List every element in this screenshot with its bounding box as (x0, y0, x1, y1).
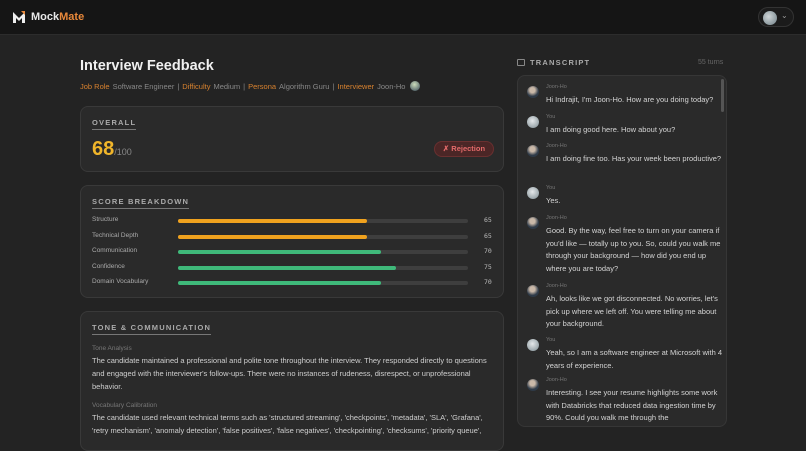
score-value: 75 (484, 262, 492, 271)
avatar (527, 86, 539, 98)
score-row: Structure 65 (92, 216, 502, 226)
score-value: 70 (484, 247, 492, 255)
meta-value: Medium (213, 81, 241, 91)
message-text: Yes. (546, 196, 561, 205)
score-label: Communication (92, 247, 138, 254)
message-text: Yeah, so I am a software engineer at Mic… (546, 348, 723, 370)
score-row: Domain Vocabulary 70 (92, 278, 502, 288)
speaker-name: You (546, 337, 556, 343)
overall-score: 68/100 (92, 138, 132, 160)
speaker-name: Joon-Ho (546, 143, 567, 149)
score-bar (178, 219, 367, 223)
avatar (527, 217, 539, 229)
speaker-name: Joon-Ho (546, 377, 567, 383)
user-menu-button[interactable]: ⌄ (758, 7, 794, 27)
score-label: Technical Depth (92, 231, 139, 239)
avatar (527, 339, 539, 351)
meta-value: Algorithm Guru (279, 81, 330, 91)
score-track (178, 234, 468, 239)
score-label: Confidence (92, 262, 125, 270)
interview-meta: Job Role Software Engineer | Difficulty Med… (80, 81, 421, 91)
tone-analysis-label: Tone Analysis (92, 345, 132, 352)
overall-card: OVERALL 68/100 ✗ Rejection (80, 106, 504, 172)
verdict-badge: ✗ Rejection (434, 141, 494, 157)
avatar (527, 116, 539, 128)
transcript-icon (517, 59, 525, 66)
transcript-header: TRANSCRIPT (517, 58, 590, 67)
transcript-panel[interactable]: Joon-Ho Hi Indrajit, I'm Joon-Ho. How are… (517, 75, 727, 427)
avatar (527, 285, 539, 297)
tone-analysis-text: The candidate maintained a professional … (92, 356, 487, 391)
message-text: I am doing good here. How about you? (546, 125, 676, 134)
score-value: 65 (484, 216, 492, 224)
speaker-name: You (546, 185, 556, 191)
section-title: SCORE BREAKDOWN (92, 197, 190, 209)
message-text: I am doing fine too. Has your week been … (546, 154, 722, 163)
speaker-name: Joon-Ho (546, 283, 567, 289)
message-text: Good. By the way, feel free to turn on y… (546, 226, 721, 274)
section-title: TONE & COMMUNICATION (92, 323, 212, 335)
app-brand[interactable]: MockMate (31, 11, 85, 23)
score-track (178, 281, 468, 285)
message-text: Hi Indrajit, I'm Joon-Ho. How are you do… (546, 95, 714, 104)
avatar (527, 379, 539, 391)
top-bar: MockMate ⌄ (0, 0, 806, 35)
meta-value: Joon-Ho (377, 81, 406, 91)
meta-key: Job Role (80, 81, 110, 91)
turn-count: 55 turns (698, 59, 724, 66)
message-text: Ah, looks like we got disconnected. No w… (546, 294, 718, 329)
message-text: Interesting. I see your resume highlight… (546, 388, 718, 423)
score-bar (178, 265, 396, 270)
score-label: Structure (92, 216, 119, 223)
avatar (527, 145, 539, 157)
tone-card: TONE & COMMUNICATION Tone Analysis The c… (80, 311, 504, 451)
vocabulary-text: The candidate used relevant technical te… (92, 413, 483, 435)
score-value: 65 (484, 231, 492, 240)
speaker-name: Joon-Ho (546, 84, 567, 90)
vocabulary-label: Vocabulary Calibration (92, 402, 158, 409)
score-row: Confidence 75 (92, 263, 502, 273)
score-bar (178, 281, 381, 285)
speaker-name: Joon-Ho (546, 215, 567, 221)
section-title: OVERALL (92, 118, 137, 130)
page-title: Interview Feedback (80, 58, 214, 74)
score-value: 70 (484, 278, 492, 286)
scrollbar[interactable] (721, 79, 724, 112)
score-bar (178, 250, 381, 254)
meta-key: Persona (248, 81, 277, 91)
score-track (178, 250, 468, 254)
score-row: Communication 70 (92, 247, 502, 257)
avatar (763, 11, 777, 25)
score-label: Domain Vocabulary (92, 278, 149, 285)
score-breakdown-card: SCORE BREAKDOWN Structure 65 Technical Dep… (80, 185, 504, 298)
mockmate-logo-icon (13, 11, 25, 23)
meta-value: Software Engineer (112, 81, 175, 91)
chevron-down-icon: ⌄ (781, 11, 788, 20)
score-track (178, 265, 468, 270)
interviewer-avatar (410, 81, 421, 91)
score-row: Technical Depth 65 (92, 232, 502, 242)
avatar (527, 187, 539, 199)
meta-key: Difficulty (182, 81, 211, 91)
score-bar (178, 234, 367, 239)
score-track (178, 219, 468, 223)
meta-key: Interviewer (337, 81, 375, 91)
speaker-name: You (546, 114, 556, 120)
